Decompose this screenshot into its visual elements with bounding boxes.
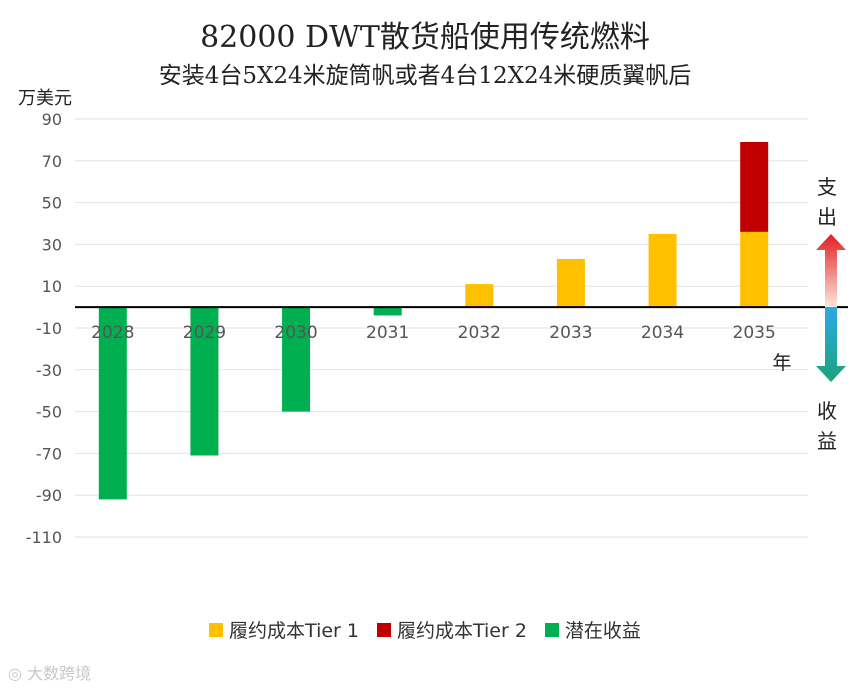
legend-item-income: 潜在收益 xyxy=(544,616,641,643)
expense-label: 支出 xyxy=(817,175,837,229)
y-tick-label: -50 xyxy=(36,403,62,422)
x-tick-label: 2034 xyxy=(641,323,684,343)
legend-item-tier1: 履约成本Tier 1 xyxy=(209,616,359,643)
y-tick-label: 50 xyxy=(42,194,62,213)
y-tick-label: -70 xyxy=(36,444,62,463)
y-tick-label: 10 xyxy=(42,277,62,296)
y-tick-label: 30 xyxy=(42,235,62,254)
x-tick-label: 2032 xyxy=(458,323,501,343)
x-tick-label: 2031 xyxy=(366,323,409,343)
y-axis-unit-label: 万美元 xyxy=(18,88,72,109)
income-arrow-icon xyxy=(816,307,846,382)
chart-subtitle: 安装4台5X24米旋筒帆或者4台12X24米硬质翼帆后 xyxy=(158,63,692,89)
watermark-icon: ◎ xyxy=(8,664,22,683)
watermark-text: 大数跨境 xyxy=(27,664,92,683)
watermark-logo: ◎ 大数跨境 xyxy=(8,660,91,684)
bar-tier1-2034 xyxy=(648,233,677,308)
x-tick-label: 2030 xyxy=(274,323,317,343)
bar-tier1-2035 xyxy=(740,231,769,308)
expense-arrow-icon xyxy=(816,234,846,307)
bar-income-2028 xyxy=(98,307,127,500)
legend-label-tier1: 履约成本Tier 1 xyxy=(229,620,359,642)
income-label: 收益 xyxy=(817,399,837,453)
y-tick-label: 90 xyxy=(42,110,62,129)
y-tick-label: -110 xyxy=(26,528,62,547)
x-tick-label: 2029 xyxy=(183,323,226,343)
x-tick-label: 2028 xyxy=(91,323,134,343)
x-tick-label: 2033 xyxy=(549,323,592,343)
bar-income-2030 xyxy=(282,307,311,412)
legend-label-tier2: 履约成本Tier 2 xyxy=(396,620,527,642)
legend-label-income: 潜在收益 xyxy=(564,620,641,642)
bar-income-2031 xyxy=(373,307,402,316)
y-tick-label: -90 xyxy=(36,486,62,505)
x-tick-label: 2035 xyxy=(733,323,776,343)
bar-tier2-2035 xyxy=(740,141,769,232)
legend-swatch-tier1 xyxy=(209,622,224,637)
legend-swatch-tier2 xyxy=(376,622,391,637)
y-tick-label: -30 xyxy=(36,361,62,380)
y-tick-label: 70 xyxy=(42,152,62,171)
chart-legend: 履约成本Tier 1 履约成本Tier 2 潜在收益 xyxy=(0,616,850,643)
bar-tier1-2033 xyxy=(556,259,585,308)
y-tick-label: -10 xyxy=(36,319,62,338)
legend-item-tier2: 履约成本Tier 2 xyxy=(376,616,527,643)
x-axis-label: 年 xyxy=(772,352,791,374)
legend-swatch-income xyxy=(544,622,559,637)
chart-title: 82000 DWT散货船使用传统燃料 xyxy=(200,20,650,55)
bar-tier1-2032 xyxy=(465,284,494,308)
bar-income-2029 xyxy=(190,307,219,456)
